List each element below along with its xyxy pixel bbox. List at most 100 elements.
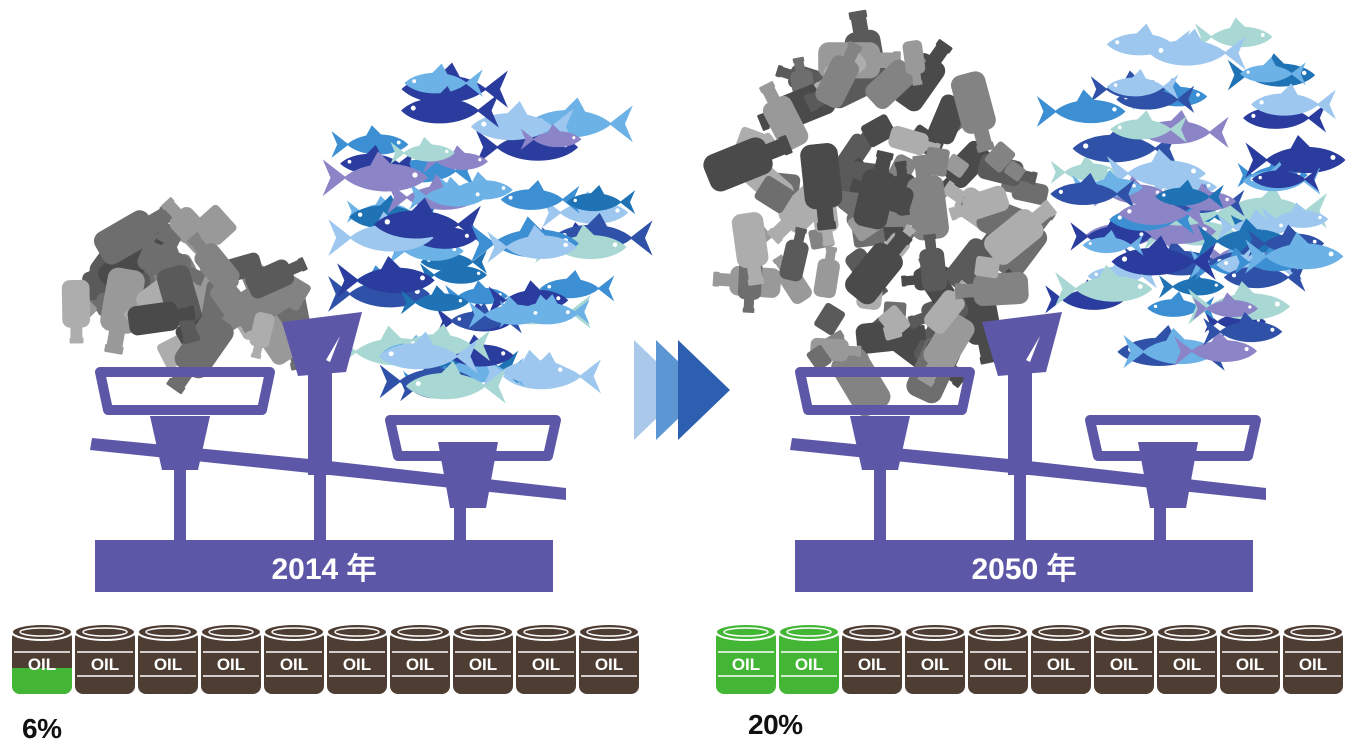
fish [1245,231,1344,274]
fish [401,86,499,128]
fish [1251,162,1320,192]
scale-dial [282,312,362,376]
barrel-label: OIL [91,655,119,674]
oil-barrel: OIL [452,623,514,694]
plastic-bottle [199,253,246,304]
oil-barrel: OIL [778,623,840,694]
barrel-label: OIL [532,655,560,674]
fish [336,255,435,298]
barrel-label: OIL [217,655,245,674]
plastic-bottle [984,199,1057,265]
svg-text:OIL: OIL [28,655,56,674]
barrel-label: OIL [732,655,760,674]
plastic-bottle [731,212,769,286]
barrel-label: OIL [595,655,623,674]
fish [527,97,633,143]
scale-base [795,540,1253,592]
plastic-container [878,305,911,338]
barrel-label: OIL [1173,655,1201,674]
right-pan [1085,415,1261,461]
fish-school-2050 [1036,17,1346,371]
plastic-container [806,345,832,371]
barrel-label: OIL [1299,655,1327,674]
left-pan [795,367,975,415]
barrel-label: OIL [858,655,886,674]
oil-barrel-row-2050: OIL OIL OIL OIL OIL OIL OIL OIL OIL OIL [715,623,1344,694]
right-pan [385,415,561,461]
fish [378,331,478,374]
fish [1110,110,1187,143]
plastic-oil-share-2050: 20% [748,709,803,740]
oil-barrel: OIL [1093,623,1155,694]
plastic-container [974,255,1000,279]
plastic-bottle [779,226,809,282]
fish [373,197,481,244]
barrel-label: OIL [984,655,1012,674]
fish [405,361,506,404]
plastic-bottle [703,135,793,192]
fish [1147,291,1215,320]
fish [468,295,545,329]
plastic-bottle [759,81,809,151]
oil-barrel: OIL [263,623,325,694]
fish [1239,57,1306,86]
scale-base [95,540,553,592]
plastic-bottle [245,257,308,299]
fish [487,224,577,263]
oil-barrel: OIL [389,623,451,694]
plastic-bottle [800,143,843,231]
year-label: 2014 年 [271,553,376,586]
barrel-label: OIL [795,655,823,674]
barrel-label: OIL [921,655,949,674]
left-pan [95,367,275,415]
plastic-container [984,141,1016,173]
oil-barrel: OIL [1282,623,1344,694]
plastic-bottle [61,279,91,344]
oil-barrel: OIL [904,623,966,694]
fish [1050,155,1118,184]
barrel-label: OIL [154,655,182,674]
plastic-bottle [815,40,863,109]
balance-scale-2014: 2014 年 [90,312,566,592]
fish [1106,68,1179,100]
fish [1155,179,1224,209]
fish [322,151,429,197]
fish [1055,264,1153,307]
oil-barrel: OIL [841,623,903,694]
year-label: 2050 年 [971,553,1076,586]
plastic-oil-share-2014: 6% [22,713,62,744]
plastic-bottle [845,228,913,305]
fish [1111,235,1216,280]
fish [520,124,582,150]
plastic-bottle [950,71,996,153]
fish-school-2014 [322,62,653,404]
fish [409,176,488,210]
oil-barrel: OIL [137,623,199,694]
triple-chevron-right-icon [634,340,730,440]
oil-barrel: OIL [200,623,262,694]
fish [331,125,409,158]
plastic-container [814,302,846,336]
plastic-bottle [127,301,196,336]
plastic-container [883,323,903,341]
plastic-bottle [919,233,948,292]
fish [1174,330,1257,366]
oil-barrel-green-fill: OIL [12,655,72,694]
oil-barrel: OIL [74,623,136,694]
plastic-bottle [902,40,926,86]
plastic-container [1004,160,1026,182]
plastic-container [923,146,950,177]
plastic-container [944,153,969,178]
plastic-bottle [249,312,275,360]
scale-dial [982,312,1062,376]
barrel-label: OIL [469,655,497,674]
barrel-label: OIL [1110,655,1138,674]
oil-barrel: OIL [1219,623,1281,694]
fish [1082,229,1144,256]
oil-barrel: OIL [578,623,640,694]
barrel-label: OIL [406,655,434,674]
oil-barrel: OIL [967,623,1029,694]
